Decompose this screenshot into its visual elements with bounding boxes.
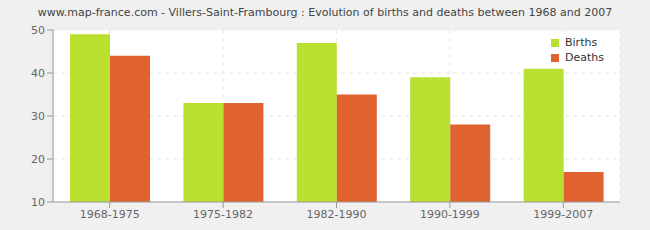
svg-text:40: 40 <box>31 67 45 80</box>
svg-text:30: 30 <box>31 110 45 123</box>
html-text:Deaths: Deaths <box>565 51 604 64</box>
svg-text:1975-1982: 1975-1982 <box>193 208 253 221</box>
svg-text:1990-1999: 1990-1999 <box>420 208 480 221</box>
html-text:www.map-france.com - Villers-S: www.map-france.com - Villers-Saint-Framb… <box>37 6 613 19</box>
svg-text:10: 10 <box>31 196 45 209</box>
svg-text:50: 50 <box>31 24 45 37</box>
svg-text:20: 20 <box>31 153 45 166</box>
svg-text:1999-2007: 1999-2007 <box>533 208 593 221</box>
svg-text:1982-1990: 1982-1990 <box>307 208 367 221</box>
svg-text:1968-1975: 1968-1975 <box>80 208 140 221</box>
html-text:Births: Births <box>565 36 598 49</box>
